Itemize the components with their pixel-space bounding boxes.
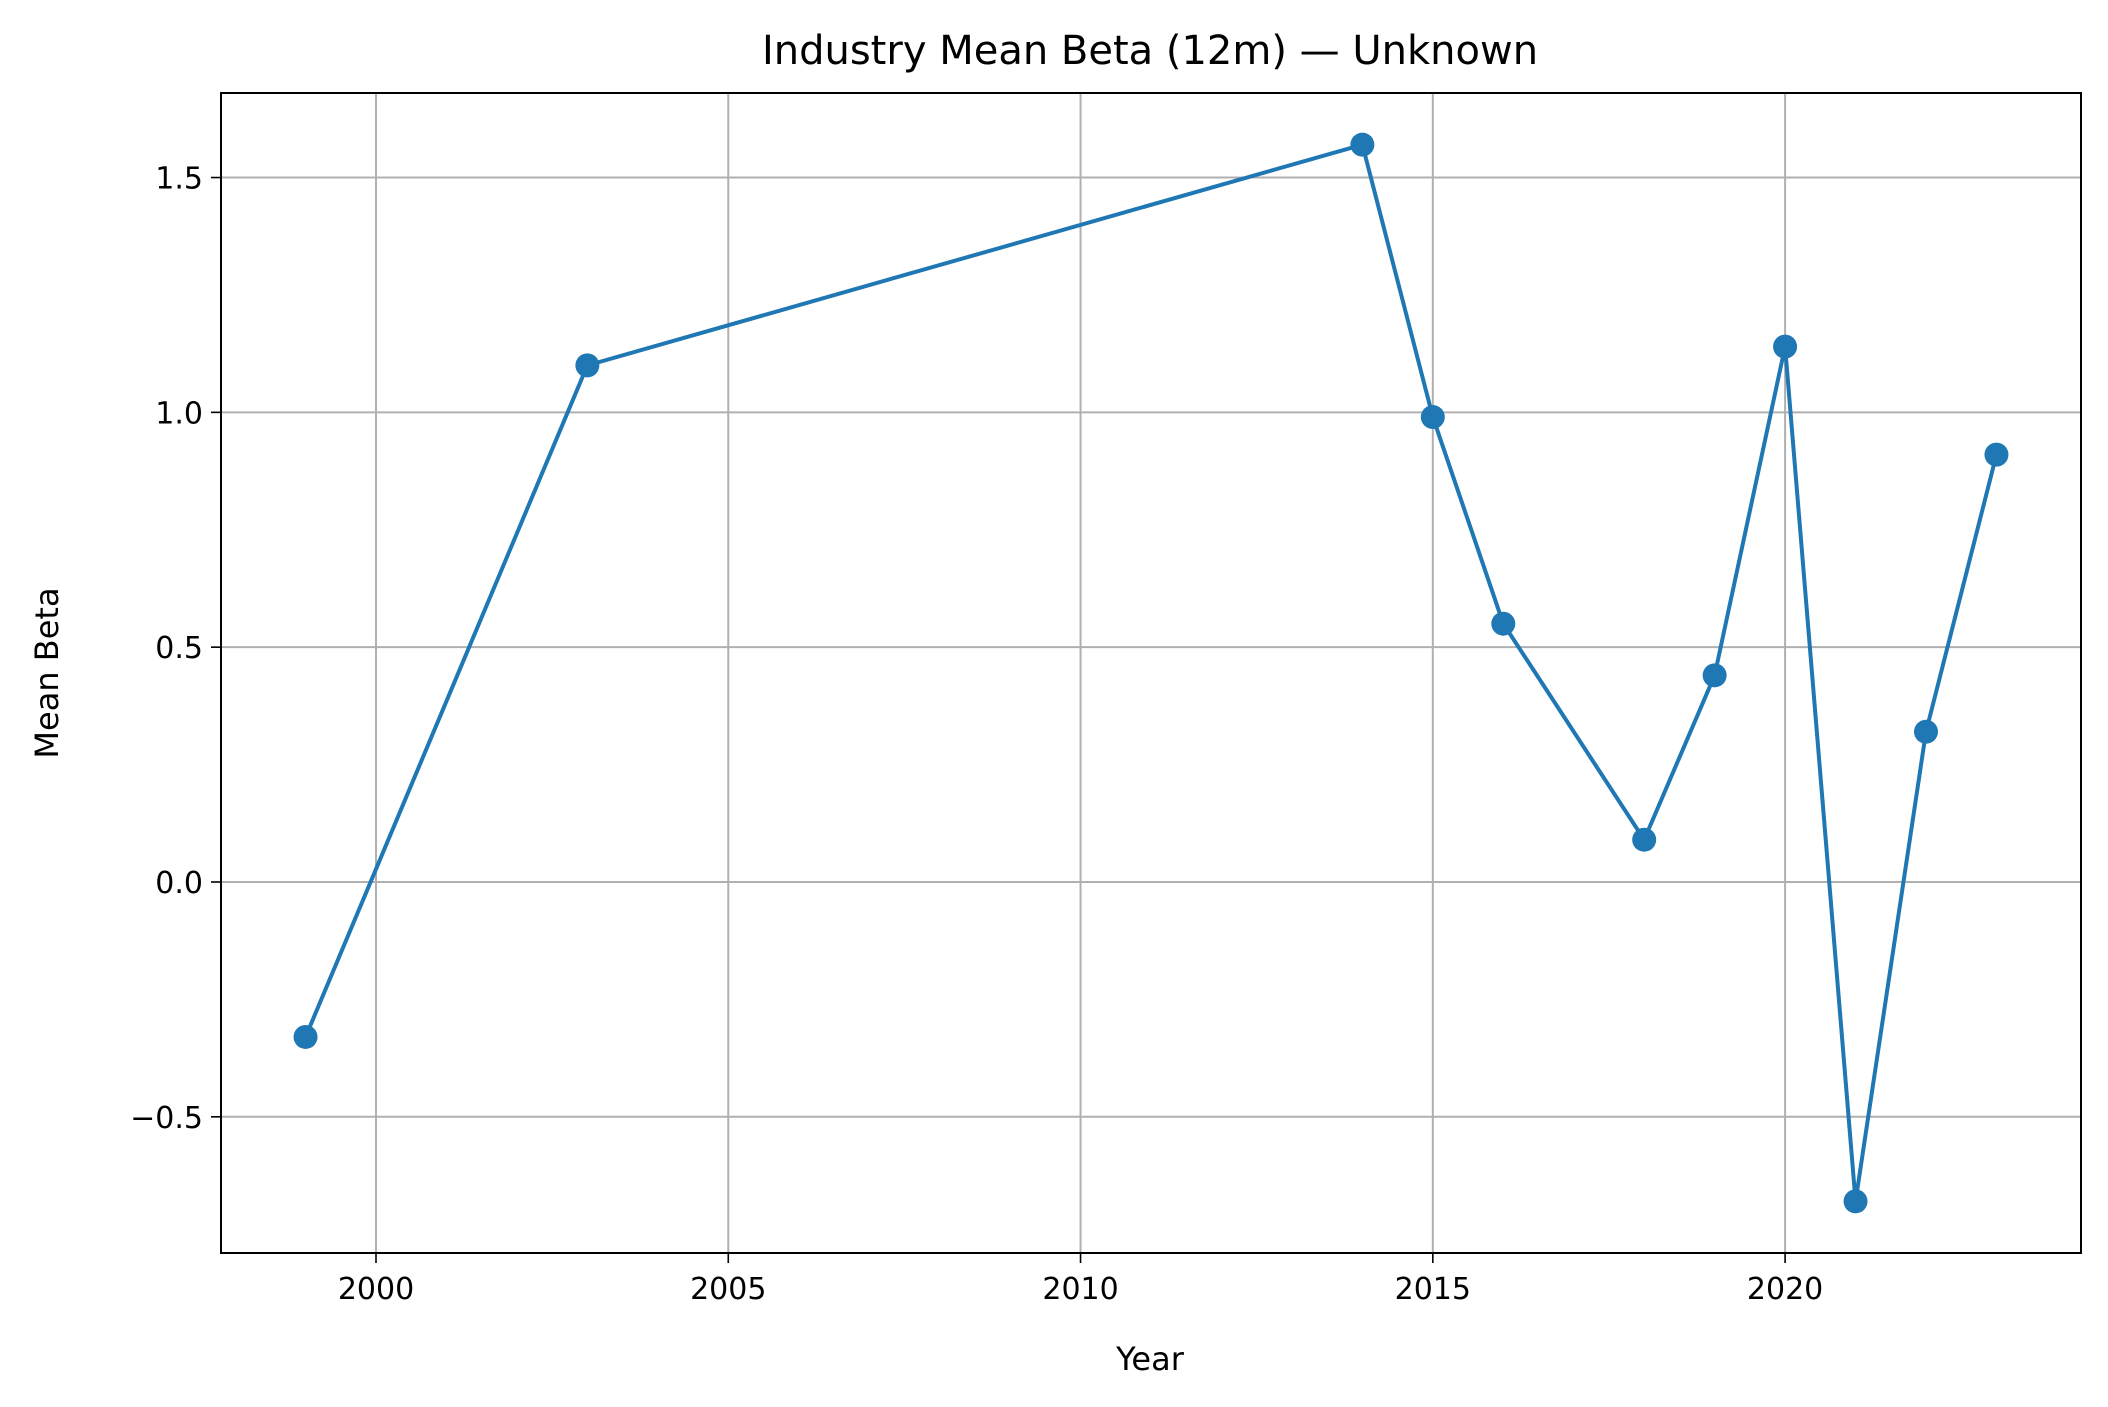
data-point	[1984, 442, 2009, 467]
x-tick-label: 2005	[690, 1272, 766, 1307]
data-point	[1491, 611, 1516, 636]
y-tick-label: 1.5	[155, 162, 203, 197]
data-point	[575, 353, 600, 378]
data-point	[1632, 827, 1657, 852]
x-tick-label: 2020	[1747, 1272, 1823, 1307]
chart-title: Industry Mean Beta (12m) — Unknown	[762, 28, 1538, 74]
data-point	[1843, 1189, 1868, 1214]
y-tick-label: 1.0	[155, 396, 203, 431]
y-tick-label: 0.5	[155, 631, 203, 666]
series-layer	[293, 132, 2009, 1214]
x-tick-label: 2015	[1395, 1272, 1471, 1307]
data-point	[1702, 663, 1727, 688]
data-point	[1914, 719, 1938, 744]
data-point	[293, 1024, 318, 1049]
x-axis-label: Year	[1115, 1340, 1185, 1378]
x-tick-label: 2010	[1042, 1272, 1118, 1307]
y-tick-label: 0.0	[155, 866, 203, 901]
series-line	[303, 142, 1999, 1204]
axis-ticks: 2000 2005 2010 2015 2020 −0.5 0.0 0.5 1.0 1.5	[130, 162, 1823, 1307]
data-point	[1773, 334, 1798, 359]
grid	[221, 93, 2081, 1253]
y-axis-label: Mean Beta	[28, 587, 66, 758]
plot-frame	[220, 92, 2082, 1254]
x-tick-label: 2000	[338, 1272, 414, 1307]
data-point	[1350, 132, 1375, 157]
y-tick-label: −0.5	[130, 1101, 203, 1136]
data-point	[1420, 405, 1445, 430]
